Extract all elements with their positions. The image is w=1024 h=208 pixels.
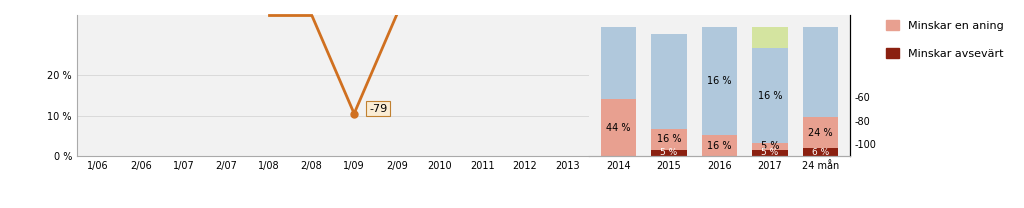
Bar bbox=[753, 48, 787, 143]
Bar bbox=[803, 118, 838, 148]
Bar bbox=[651, 129, 686, 150]
Bar bbox=[803, 148, 838, 156]
Text: 16 %: 16 % bbox=[708, 141, 731, 151]
Text: 44 %: 44 % bbox=[606, 123, 631, 133]
Bar bbox=[753, 143, 787, 150]
Bar bbox=[753, 27, 787, 48]
Bar bbox=[803, 27, 838, 118]
Bar bbox=[601, 99, 636, 156]
Bar bbox=[651, 34, 686, 129]
Text: 5 %: 5 % bbox=[761, 148, 778, 157]
Bar bbox=[753, 150, 787, 156]
Bar bbox=[701, 27, 737, 135]
Text: 6 %: 6 % bbox=[812, 148, 829, 157]
Text: 16 %: 16 % bbox=[708, 76, 731, 86]
Bar bbox=[651, 150, 686, 156]
Bar bbox=[701, 135, 737, 156]
Text: 16 %: 16 % bbox=[758, 90, 782, 100]
Text: -79: -79 bbox=[369, 104, 387, 114]
Legend: Minskar en aning, Minskar avsevärt: Minskar en aning, Minskar avsevärt bbox=[882, 16, 1009, 63]
Bar bbox=[601, 27, 636, 99]
Text: 5 %: 5 % bbox=[660, 148, 678, 157]
Text: 24 %: 24 % bbox=[808, 128, 833, 138]
Text: 5 %: 5 % bbox=[761, 141, 779, 151]
Text: 16 %: 16 % bbox=[656, 134, 681, 144]
